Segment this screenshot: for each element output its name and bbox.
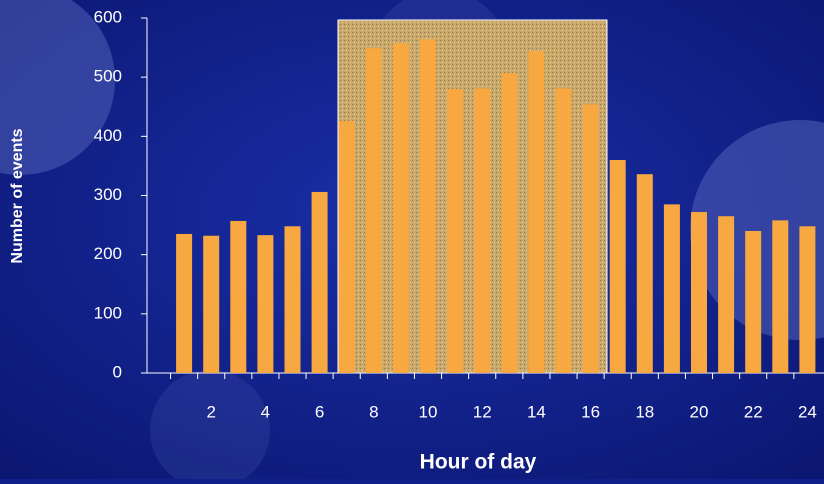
bar: [691, 212, 707, 373]
y-tick-label: 500: [94, 67, 122, 86]
x-tick-label: 24: [798, 402, 817, 421]
bar: [339, 121, 355, 373]
bar: [312, 192, 328, 373]
x-tick-label: 6: [315, 402, 324, 421]
x-tick-label: 4: [261, 402, 270, 421]
bar: [528, 51, 544, 373]
bar: [501, 73, 517, 373]
x-tick-label: 16: [581, 402, 600, 421]
bar: [393, 43, 409, 373]
bar: [230, 221, 246, 373]
x-tick-label: 12: [473, 402, 492, 421]
bar: [285, 226, 301, 373]
bar: [772, 220, 788, 373]
bar: [637, 174, 653, 373]
y-tick-label: 100: [94, 303, 122, 322]
bar: [203, 236, 219, 373]
bar: [664, 204, 680, 373]
bar: [610, 160, 626, 373]
x-tick-label: 14: [527, 402, 546, 421]
bar: [366, 48, 382, 373]
y-tick-label: 200: [94, 244, 122, 263]
bar: [176, 234, 192, 373]
page: {"chart_data": {"type": "bar", "xlabel":…: [0, 0, 824, 479]
x-tick-label: 10: [419, 402, 438, 421]
y-tick-label: 300: [94, 185, 122, 204]
bar: [799, 226, 815, 373]
y-axis-title: Number of events: [9, 128, 26, 263]
bar: [420, 39, 436, 373]
bar: [718, 216, 734, 373]
chart: Hour of day Number of events 0 100 200 300 4…: [0, 0, 824, 479]
x-tick-label: 8: [369, 402, 378, 421]
bar: [556, 88, 572, 373]
bar: [474, 88, 490, 373]
bar: [583, 104, 599, 373]
y-tick-label: 600: [94, 7, 122, 26]
x-tick-label: 20: [690, 402, 709, 421]
x-axis-title: Hour of day: [420, 451, 537, 474]
y-tick-label: 0: [113, 362, 122, 381]
x-tick-label: 2: [206, 402, 215, 421]
bar: [447, 89, 463, 373]
bar: [745, 231, 761, 373]
y-tick-label: 400: [94, 126, 122, 145]
x-tick-label: 18: [635, 402, 654, 421]
x-tick-label: 22: [744, 402, 763, 421]
bar: [257, 235, 273, 373]
